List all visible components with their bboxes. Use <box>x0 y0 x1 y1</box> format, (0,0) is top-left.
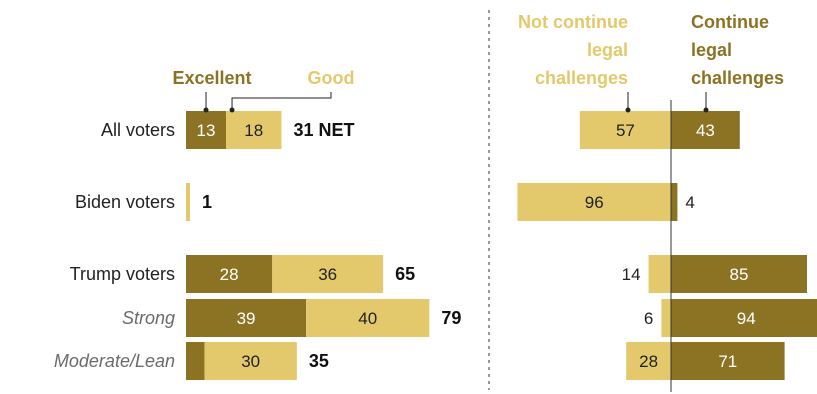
category-label: Trump voters <box>70 264 175 284</box>
legend-excellent: Excellent <box>172 68 251 88</box>
category-label: Strong <box>122 308 175 328</box>
value-label-not-continue: 6 <box>644 309 653 328</box>
bar-good <box>306 299 430 337</box>
legend-leader-good <box>231 92 332 110</box>
legend-dot-not-continue <box>625 107 631 113</box>
legend-continue-line: challenges <box>691 68 784 88</box>
value-label-excellent: 28 <box>220 265 239 284</box>
value-label-excellent: 39 <box>237 309 256 328</box>
bar-continue <box>671 183 678 221</box>
bar-continue <box>671 255 807 293</box>
value-label-not-continue: 96 <box>585 193 604 212</box>
legend-dot-excellent <box>203 107 209 113</box>
value-label-continue: 71 <box>718 352 737 371</box>
value-label-good: 18 <box>244 121 263 140</box>
bar-good <box>186 183 190 221</box>
bar-good <box>226 111 282 149</box>
bar-continue <box>671 342 785 380</box>
net-label: 31 NET <box>293 120 354 140</box>
bar-excellent <box>186 299 307 337</box>
value-label-not-continue: 57 <box>616 121 635 140</box>
value-label-excellent: 13 <box>197 121 216 140</box>
bar-not-continue <box>517 183 671 221</box>
value-label-good: 40 <box>358 309 377 328</box>
legend-not-continue-line: Not continue <box>518 12 628 32</box>
value-label-not-continue: 28 <box>639 352 658 371</box>
legend-dot-continue <box>703 107 709 113</box>
value-label-continue: 85 <box>730 265 749 284</box>
bar-not-continue <box>579 111 671 149</box>
value-label-continue: 4 <box>685 193 694 212</box>
category-label: Biden voters <box>75 192 175 212</box>
bar-excellent <box>186 342 205 380</box>
net-label: 65 <box>395 264 415 284</box>
bar-good <box>272 255 384 293</box>
bar-good <box>204 342 297 380</box>
value-label-good: 30 <box>241 352 260 371</box>
legend-not-continue-line: challenges <box>535 68 628 88</box>
legend-dot-good <box>229 107 235 113</box>
category-label: All voters <box>101 120 175 140</box>
bar-not-continue <box>648 255 671 293</box>
legend-continue-line: Continue <box>691 12 769 32</box>
bar-continue <box>671 299 817 337</box>
legend-not-continue-line: legal <box>587 40 628 60</box>
value-label-continue: 43 <box>696 121 715 140</box>
legend-good: Good <box>308 68 355 88</box>
bar-excellent <box>186 255 273 293</box>
legend-continue-line: legal <box>691 40 732 60</box>
value-label-good: 36 <box>318 265 337 284</box>
value-label-continue: 94 <box>737 309 756 328</box>
value-label-not-continue: 14 <box>622 265 641 284</box>
net-label: 1 <box>202 192 212 212</box>
bar-excellent <box>186 111 227 149</box>
bar-continue <box>671 111 740 149</box>
bar-not-continue <box>626 342 671 380</box>
net-label: 79 <box>441 308 461 328</box>
net-label: 35 <box>309 351 329 371</box>
bar-not-continue <box>661 299 671 337</box>
category-label: Moderate/Lean <box>54 351 175 371</box>
